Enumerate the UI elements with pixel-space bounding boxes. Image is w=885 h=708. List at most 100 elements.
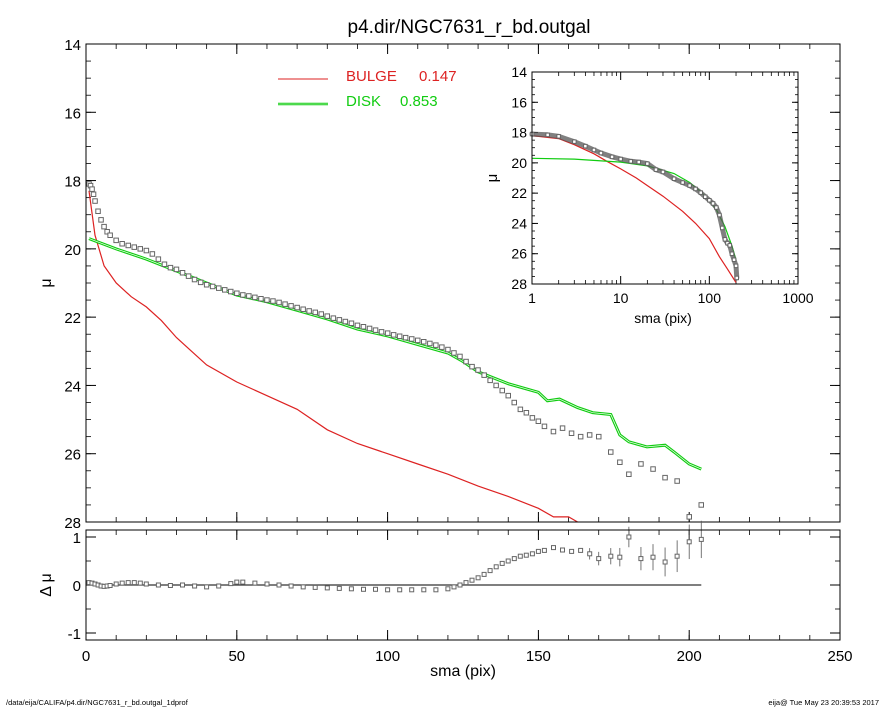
data-point	[92, 198, 98, 204]
inset-data-point	[618, 156, 623, 162]
residual-point	[385, 587, 391, 593]
residual-point	[228, 581, 234, 587]
chart-title: p4.dir/NGC7631_r_bd.outgal	[348, 17, 591, 38]
footer-path: /data/eija/CALIFA/p4.dir/NGC7631_r_bd.ou…	[6, 698, 189, 707]
y-tick-label: 0	[73, 578, 81, 595]
residual-point	[487, 568, 493, 574]
data-point	[173, 266, 180, 273]
y-tick-label: 16	[64, 105, 81, 122]
data-point	[348, 320, 355, 326]
data-point	[686, 514, 692, 520]
data-point	[463, 358, 469, 365]
residual-point	[493, 564, 499, 570]
main-frame	[85, 43, 841, 523]
data-point	[586, 432, 593, 438]
residual-points	[86, 520, 704, 593]
data-point	[131, 244, 137, 250]
data-point	[638, 461, 644, 467]
data-point	[149, 251, 156, 257]
data-point	[113, 237, 119, 244]
residual-point	[608, 553, 614, 559]
residual-point	[336, 585, 342, 591]
data-point	[125, 242, 131, 249]
data-point	[216, 285, 222, 291]
data-point	[529, 415, 536, 421]
residual-point	[373, 586, 378, 592]
data-point	[179, 270, 186, 276]
data-point	[568, 430, 575, 436]
residual-point	[463, 580, 469, 586]
residual-point	[397, 587, 403, 593]
residual-point	[155, 582, 161, 588]
inset-y-tick-label: 16	[511, 94, 527, 110]
data-point	[240, 292, 246, 298]
x-tick-label: 150	[526, 648, 551, 665]
residual-point	[674, 553, 680, 559]
residual-point	[119, 580, 125, 586]
data-point	[98, 217, 104, 223]
residual-point	[216, 583, 222, 589]
data-point	[445, 346, 451, 353]
main-y-axis-label: μ	[38, 278, 55, 287]
inset-data-point	[710, 201, 716, 206]
inset-x-tick-label: 10	[613, 290, 629, 306]
bulge-line-path	[88, 190, 578, 523]
data-point	[577, 433, 584, 440]
data-point	[312, 309, 318, 316]
residual-point	[617, 554, 623, 560]
data-point	[608, 449, 614, 455]
data-point	[493, 382, 499, 389]
residual-point	[499, 560, 505, 566]
x-tick-label: 100	[375, 648, 400, 665]
residual-point	[421, 587, 427, 593]
residual-tick-labels: 0 50 100 150 200 250-101	[68, 530, 853, 665]
data-point	[90, 191, 97, 197]
inset-data-point	[591, 147, 597, 153]
main-profile-panel: 14 16 18 20 22 24 26 28 μ	[38, 37, 841, 532]
inset-bulge-path	[531, 135, 737, 283]
residual-y-axis-label: Δ μ	[38, 573, 55, 596]
data-point	[481, 372, 487, 378]
y-tick-label: 18	[64, 174, 81, 191]
data-point	[107, 232, 113, 238]
inset-data-point	[687, 183, 692, 188]
inset-x-tick-label: 1000	[782, 290, 813, 306]
x-tick-label: 50	[228, 648, 245, 665]
data-point	[282, 301, 288, 307]
residual-point	[409, 587, 415, 593]
inset-data-point	[693, 186, 698, 192]
inset-data-point	[636, 159, 641, 165]
data-point	[559, 425, 566, 431]
residual-point	[312, 584, 318, 590]
inset-data-point	[653, 167, 659, 172]
legend-bulge-label: BULGE	[346, 68, 397, 85]
inset-x-tick-label: 100	[698, 290, 722, 306]
x-tick-label: 250	[827, 648, 852, 665]
residual-point	[481, 571, 487, 577]
data-point	[234, 290, 240, 296]
data-point	[119, 241, 125, 247]
residual-point	[288, 583, 294, 589]
data-point	[143, 247, 150, 254]
residual-point	[361, 586, 366, 592]
data-point	[390, 332, 397, 338]
data-point	[209, 283, 216, 290]
residual-point	[348, 586, 354, 592]
y-tick-label: 24	[64, 378, 81, 395]
data-point	[137, 246, 143, 252]
data-point	[378, 329, 385, 335]
residual-point	[686, 539, 692, 545]
residual-point	[457, 582, 463, 588]
residual-frame	[85, 529, 841, 641]
residual-point	[650, 554, 656, 560]
inset-data-point	[703, 194, 708, 199]
residual-point	[569, 548, 575, 554]
inset-data-point	[707, 198, 712, 203]
residual-point	[167, 583, 173, 588]
data-point	[523, 410, 530, 416]
data-point	[499, 387, 505, 394]
residual-point	[324, 585, 330, 591]
data-point	[505, 392, 511, 399]
data-point	[433, 342, 439, 348]
inset-data-point	[722, 237, 728, 242]
